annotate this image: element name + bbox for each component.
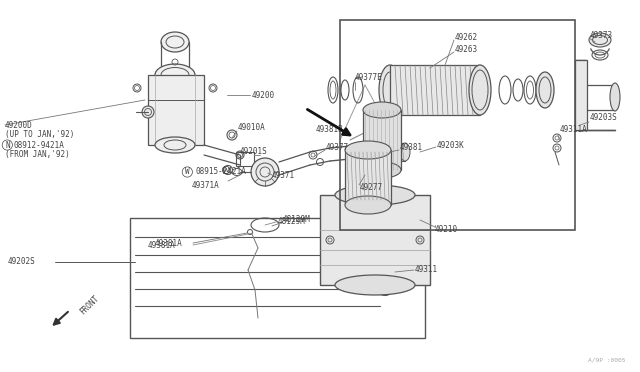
Text: 08912-9421A: 08912-9421A [14,141,65,150]
Text: 49381A: 49381A [148,241,176,250]
Bar [360,143,405,161]
Text: 49381A: 49381A [155,238,183,247]
Ellipse shape [363,162,401,178]
Text: 49311: 49311 [415,266,438,275]
Ellipse shape [345,196,391,214]
Bar [340,20,575,230]
Bar [130,218,425,338]
Text: 08915-2421A: 08915-2421A [195,167,246,176]
Text: 48129M: 48129M [278,218,306,227]
Ellipse shape [251,158,279,186]
Text: 49200: 49200 [252,90,275,99]
Bar [575,60,587,130]
Ellipse shape [469,65,491,115]
Ellipse shape [155,137,195,153]
Text: 49203S: 49203S [590,113,618,122]
Ellipse shape [155,64,195,86]
Ellipse shape [355,143,365,161]
Text: 49371: 49371 [272,170,295,180]
Text: N: N [5,141,10,150]
Bar [345,150,391,205]
Text: 49203K: 49203K [437,141,465,150]
Ellipse shape [345,141,391,159]
Ellipse shape [335,275,415,295]
Text: FRONT: FRONT [78,293,100,316]
Bar [320,195,430,285]
Ellipse shape [610,83,620,111]
Text: 49202S: 49202S [8,257,36,266]
Bar [148,75,204,145]
Text: 49200D: 49200D [5,121,33,129]
Text: 49377E: 49377E [355,74,383,83]
Text: 49201S: 49201S [240,148,268,157]
Text: W: W [223,167,229,173]
Bar [236,152,254,166]
Text: 49262: 49262 [455,33,478,42]
Text: 49010A: 49010A [238,124,266,132]
Text: 49371A: 49371A [192,180,220,189]
Ellipse shape [161,32,189,52]
Text: (UP TO JAN,'92): (UP TO JAN,'92) [5,131,74,140]
Text: 49373: 49373 [590,31,613,39]
Ellipse shape [335,185,415,205]
Text: 49311A: 49311A [560,125,588,135]
Text: (FROM JAN,'92): (FROM JAN,'92) [5,151,70,160]
Ellipse shape [400,143,410,161]
Text: 49381B: 49381B [316,125,344,135]
Text: A/9P :0005: A/9P :0005 [588,358,625,363]
Text: 49277: 49277 [360,183,383,192]
Bar [390,65,480,115]
Bar [363,110,401,170]
Text: 49381: 49381 [400,144,423,153]
Text: W: W [185,167,189,176]
Text: 48129M: 48129M [283,215,311,224]
Ellipse shape [589,33,611,47]
Text: 49263: 49263 [455,45,478,55]
Ellipse shape [379,65,401,115]
Text: 49377: 49377 [326,144,349,153]
Text: 49210: 49210 [435,225,458,234]
Ellipse shape [536,72,554,108]
Ellipse shape [142,106,154,118]
Ellipse shape [363,102,401,118]
